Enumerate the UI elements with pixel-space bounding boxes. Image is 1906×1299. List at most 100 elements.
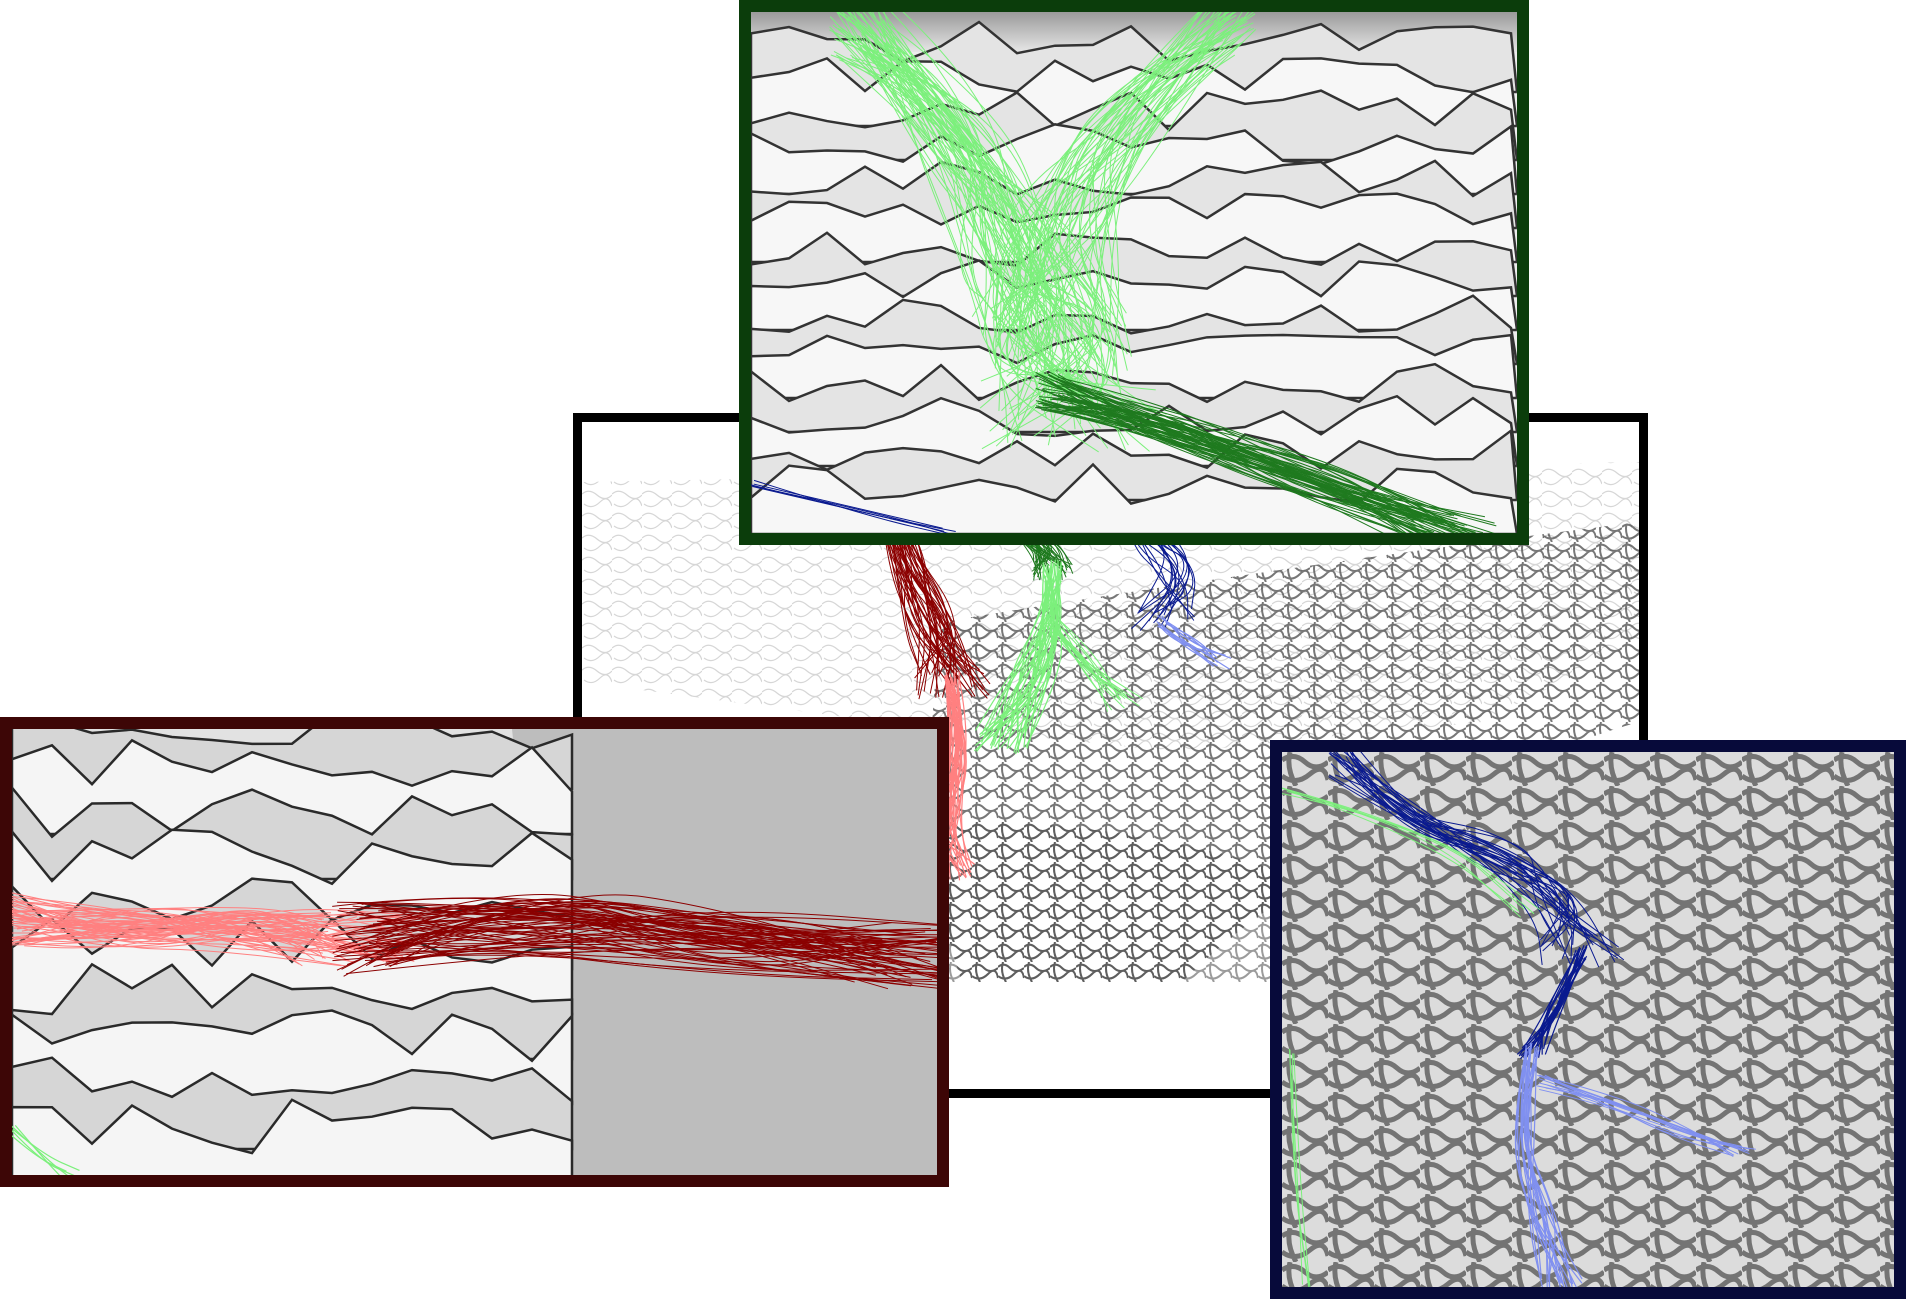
streamline (1293, 1053, 1311, 1287)
streamline (1041, 399, 1472, 533)
streamline (1015, 573, 1061, 755)
streamline (1539, 1088, 1729, 1150)
streamline (1029, 41, 1211, 348)
streamline (1058, 619, 1119, 699)
streamline (20, 916, 388, 952)
streamline (982, 33, 1205, 337)
red-inset-terrain (12, 729, 574, 1175)
streamline (1045, 615, 1140, 707)
streamline (836, 54, 1107, 424)
streamline (752, 486, 945, 532)
overview-red-bundle (868, 444, 991, 881)
streamline (1055, 43, 1242, 343)
streamline (1547, 1084, 1743, 1148)
red-inset-canvas (12, 729, 937, 1175)
streamline (994, 16, 1229, 321)
streamline (753, 479, 943, 533)
streamline (1544, 1074, 1734, 1158)
streamline (1351, 752, 1575, 946)
streamline (1520, 955, 1579, 1060)
streamline (18, 921, 398, 960)
terrain-ridge (751, 462, 1517, 533)
streamline (376, 920, 883, 945)
streamline (1064, 410, 1462, 517)
streamline (12, 914, 315, 939)
streamline (1057, 398, 1456, 528)
streamline (385, 917, 937, 966)
streamline (753, 483, 943, 529)
streamline (1100, 42, 1242, 331)
streamline (22, 902, 315, 960)
streamline (14, 1125, 61, 1175)
streamline (18, 912, 350, 946)
streamline (856, 21, 1100, 415)
streamline (1049, 401, 1466, 531)
streamline (1282, 787, 1525, 910)
streamline (851, 26, 1064, 376)
terrain-ridge (12, 1098, 574, 1175)
streamline (1531, 1054, 1562, 1287)
streamline (997, 568, 1052, 750)
streamline (1524, 1051, 1561, 1287)
streamline (1518, 949, 1580, 1057)
streamline (902, 12, 1108, 394)
streamline (1066, 396, 1416, 527)
streamline (340, 936, 937, 970)
streamline (337, 910, 917, 936)
streamline (1346, 752, 1576, 945)
streamline (1008, 564, 1050, 749)
streamline (1354, 758, 1560, 945)
streamline (1282, 793, 1541, 911)
red-inset-smooth-slope (512, 729, 937, 1175)
streamline (379, 904, 937, 955)
streamline (19, 913, 324, 943)
streamline (1109, 12, 1223, 376)
lower-terrain-region (882, 820, 1282, 982)
streamline (1079, 12, 1255, 327)
streamline (12, 915, 335, 923)
streamline (999, 20, 1248, 348)
streamline (334, 924, 937, 943)
red-zoom-inset (0, 717, 949, 1187)
streamline (866, 21, 1009, 443)
streamline (1345, 767, 1600, 968)
streamline (1161, 625, 1218, 667)
streamline (336, 927, 893, 961)
streamline (1156, 615, 1219, 663)
streamline (1543, 1077, 1741, 1151)
streamline (369, 929, 937, 945)
streamline (373, 953, 937, 983)
streamline (1103, 12, 1203, 357)
streamline (1019, 19, 1236, 357)
blue-inset-streamlines (1282, 752, 1756, 1287)
blue-inset-terrain (1282, 752, 1894, 1287)
streamline (971, 14, 1237, 318)
streamline (866, 48, 1157, 413)
streamline (1329, 752, 1543, 966)
streamline (992, 582, 1055, 738)
streamline (1089, 12, 1243, 367)
streamline (1538, 1074, 1735, 1156)
streamline (847, 39, 1119, 432)
streamline (987, 566, 1053, 731)
streamline (1017, 580, 1062, 732)
streamline (996, 27, 1255, 348)
streamline (882, 12, 1087, 437)
streamline (877, 27, 1057, 409)
streamline (1525, 1044, 1556, 1280)
red-inset-streamlines (12, 892, 937, 1175)
streamline (12, 916, 355, 946)
streamline (1049, 616, 1126, 700)
streamline (1514, 1050, 1565, 1286)
streamline (1048, 374, 1385, 533)
streamline (372, 919, 889, 990)
streamline (836, 12, 1056, 437)
terrain-ridge (12, 828, 574, 926)
streamline (1288, 1048, 1303, 1285)
streamline (932, 689, 966, 875)
streamline (356, 910, 937, 932)
streamline (1161, 624, 1213, 657)
streamline (857, 48, 1072, 382)
streamline (12, 1128, 80, 1172)
streamline (1017, 12, 1200, 340)
